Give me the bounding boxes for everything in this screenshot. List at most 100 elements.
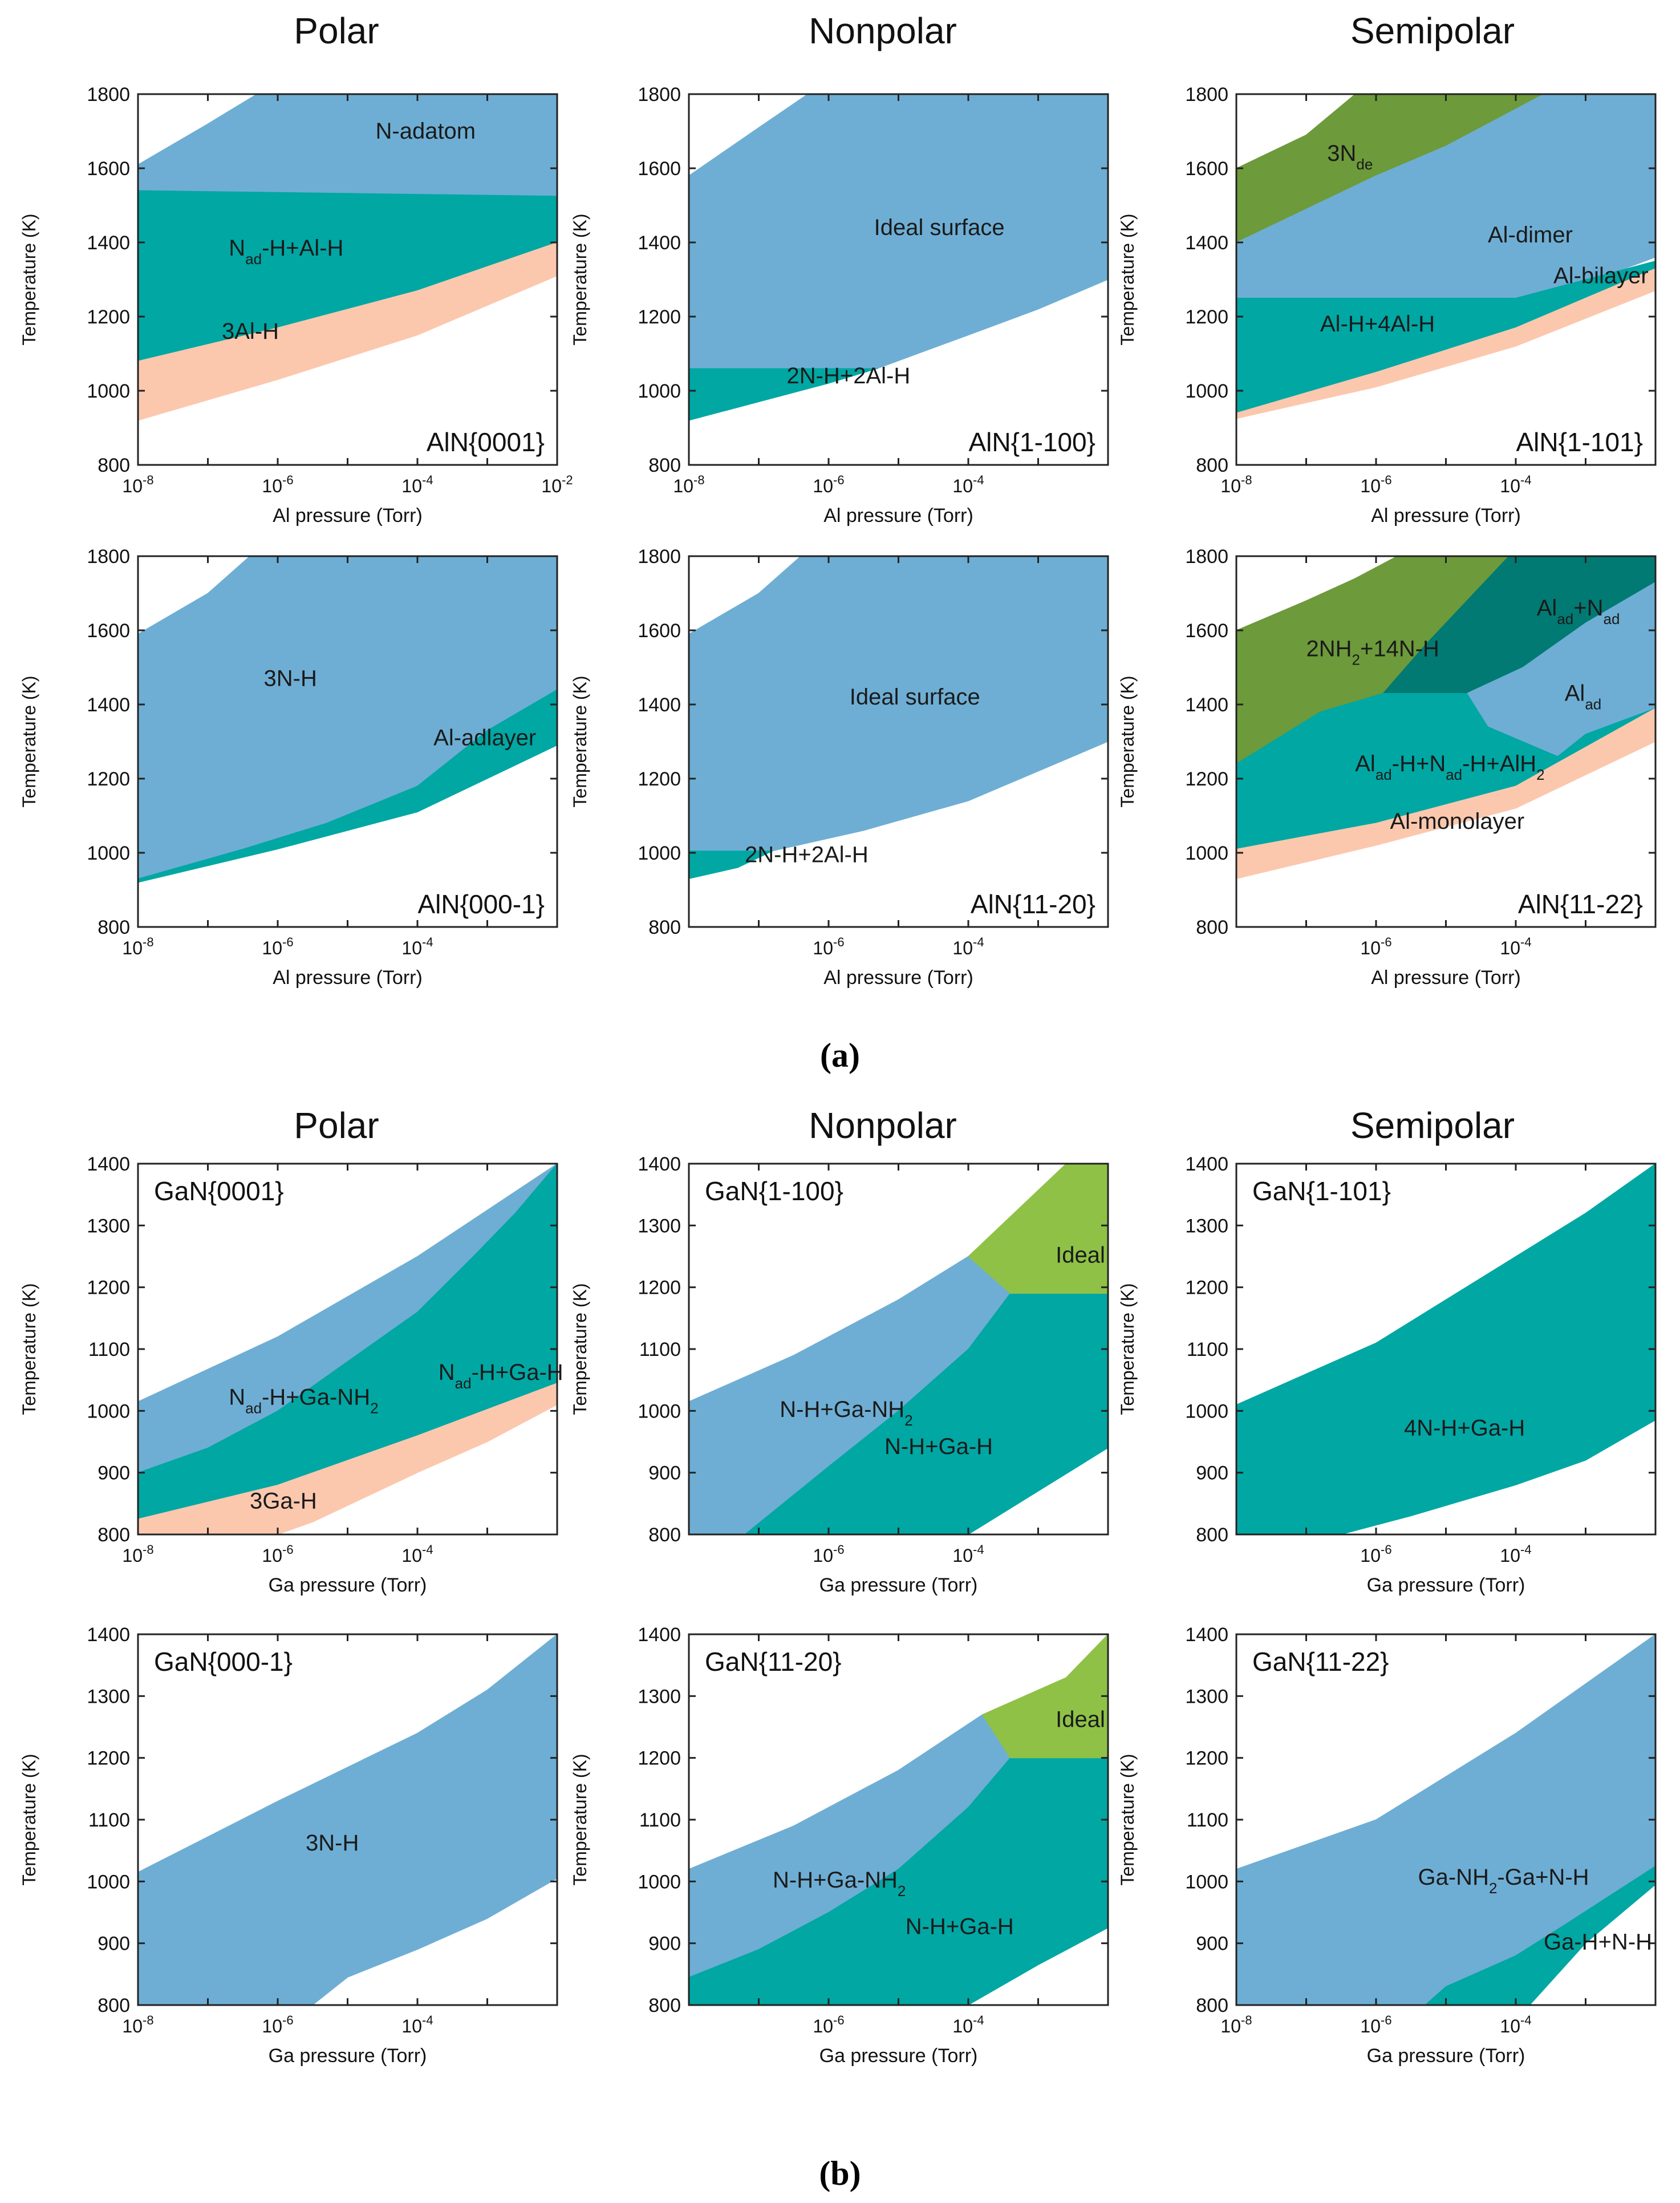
subfigure-label-b: (b) xyxy=(819,2155,861,2192)
x-tick-label: 10-6 xyxy=(1360,473,1391,496)
panel-aln-11-20: 800 1000 1200 1400 1600 1800 10-6 10-4 Al pressu… xyxy=(570,546,1109,989)
x-tick-label: 10-6 xyxy=(1360,1542,1391,1566)
y-tick-label: 1400 xyxy=(1185,1624,1228,1646)
panel-aln-0001: 800 1000 1200 1400 1600 1800 10-8 10-6 10-4 10-2 A… xyxy=(19,84,573,527)
region-label: Ideal xyxy=(1056,1707,1105,1732)
y-tick-label: 1000 xyxy=(87,843,130,864)
region-3al-h xyxy=(138,242,557,421)
y-tick-label: 1200 xyxy=(87,1748,130,1769)
panel-title: GaN{0001} xyxy=(154,1176,284,1206)
x-tick-label: 10-4 xyxy=(952,1542,984,1566)
y-axis-label: Temperature (K) xyxy=(19,675,39,807)
x-axis-label: Al pressure (Torr) xyxy=(273,967,423,989)
y-tick-label: 1400 xyxy=(638,1624,681,1646)
y-tick-label: 1400 xyxy=(87,232,130,254)
y-tick-label: 1000 xyxy=(638,1400,681,1422)
y-tick-label: 900 xyxy=(98,1933,130,1955)
y-tick-label: 1300 xyxy=(87,1686,130,1707)
region-label: Nad-H+Al-H xyxy=(229,236,343,268)
x-axis-label: Al pressure (Torr) xyxy=(273,505,423,527)
x-tick-label: 10-4 xyxy=(1500,2013,1531,2036)
region-3ga-h xyxy=(138,1383,557,1534)
region-label: 3Ga-H xyxy=(250,1489,317,1514)
y-tick-label: 1200 xyxy=(87,768,130,790)
panel-title: GaN{1-101} xyxy=(1252,1176,1391,1206)
region-label: N-H+Ga-NH2 xyxy=(780,1397,912,1429)
panel-title: GaN{000-1} xyxy=(154,1647,293,1676)
region-label: Al-H+4Al-H xyxy=(1320,311,1435,337)
y-tick-label: 900 xyxy=(648,1933,681,1955)
y-tick-label: 800 xyxy=(648,455,681,476)
x-tick-label: 10-8 xyxy=(122,473,153,496)
y-axis-label: Temperature (K) xyxy=(570,1754,590,1885)
y-tick-label: 1400 xyxy=(638,232,681,254)
panel-title: GaN{1-100} xyxy=(705,1176,843,1206)
x-tick-label: 10-8 xyxy=(673,473,704,496)
region-4n-h-ga-h xyxy=(1236,1164,1655,1534)
y-tick-label: 1800 xyxy=(638,84,681,106)
y-tick-label: 1400 xyxy=(1185,694,1228,716)
region-label: Alad xyxy=(1565,681,1602,713)
y-tick-label: 1600 xyxy=(638,158,681,180)
x-tick-label: 10-4 xyxy=(401,1542,433,1566)
region-label: N-H+Ga-H xyxy=(906,1914,1014,1939)
y-tick-label: 1400 xyxy=(1185,232,1228,254)
y-tick-label: 1600 xyxy=(1185,158,1228,180)
region-label: Al-monolayer xyxy=(1390,809,1525,834)
x-tick-label: 10-4 xyxy=(1500,473,1531,496)
plot-area xyxy=(138,1634,557,2005)
region-label: Al-dimer xyxy=(1488,222,1573,248)
region-label: Ga-NH2-Ga+N-H xyxy=(1418,1865,1589,1897)
plot-area xyxy=(1236,556,1655,880)
panel-title: AlN{11-22} xyxy=(1518,889,1643,919)
y-tick-label: 800 xyxy=(1196,1995,1228,2016)
y-tick-label: 1200 xyxy=(1185,306,1228,328)
region-label: Al-adlayer xyxy=(433,726,536,751)
panel-gan-0001: 800 900 1000 1100 1200 1300 1400 10-8 10-6 10-4 Ga… xyxy=(19,1153,563,1596)
plot-area xyxy=(1236,1634,1655,2005)
x-tick-label: 10-6 xyxy=(262,935,293,958)
col-title-b-nonpolar: Nonpolar xyxy=(809,1105,957,1146)
y-tick-label: 800 xyxy=(1196,455,1228,476)
y-tick-label: 1800 xyxy=(1185,546,1228,568)
y-tick-label: 1600 xyxy=(1185,620,1228,642)
x-tick-label: 10-6 xyxy=(1360,935,1391,958)
y-axis-label: Temperature (K) xyxy=(570,675,590,807)
x-tick-label: 10-6 xyxy=(813,473,844,496)
plot-area xyxy=(689,94,1108,421)
x-tick-label: 10-6 xyxy=(262,473,293,496)
region-label: Al-bilayer xyxy=(1553,264,1649,289)
y-tick-label: 1200 xyxy=(1185,768,1228,790)
x-tick-label: 10-6 xyxy=(262,2013,293,2036)
region-al-adlayer xyxy=(138,689,557,883)
y-tick-label: 1600 xyxy=(87,158,130,180)
x-tick-label: 10-6 xyxy=(262,1542,293,1566)
region-label: 3N-H xyxy=(264,666,317,691)
panel-title: GaN{11-20} xyxy=(705,1647,842,1676)
y-tick-label: 800 xyxy=(98,917,130,938)
x-tick-label: 10-6 xyxy=(1360,2013,1391,2036)
region-label: 2NH2+14N-H xyxy=(1306,637,1439,669)
y-axis-label: Temperature (K) xyxy=(570,1283,590,1415)
y-tick-label: 900 xyxy=(648,1463,681,1484)
plot-area xyxy=(1236,94,1655,419)
x-axis-label: Ga pressure (Torr) xyxy=(819,1574,978,1596)
x-tick-label: 10-8 xyxy=(1220,473,1252,496)
x-tick-label: 10-6 xyxy=(813,2013,844,2036)
y-tick-label: 800 xyxy=(648,917,681,938)
region-label: Nad-H+Ga-H xyxy=(439,1360,563,1392)
y-tick-label: 1300 xyxy=(87,1215,130,1237)
region-2n-h-2al-h xyxy=(689,851,773,880)
y-tick-label: 1400 xyxy=(638,694,681,716)
col-title-a-nonpolar: Nonpolar xyxy=(809,10,957,51)
region-label: N-adatom xyxy=(376,119,476,144)
x-tick-label: 10-4 xyxy=(952,473,984,496)
y-tick-label: 1200 xyxy=(87,1277,130,1299)
col-title-b-semipolar: Semipolar xyxy=(1350,1105,1515,1146)
y-tick-label: 1400 xyxy=(1185,1153,1228,1175)
y-axis-label: Temperature (K) xyxy=(19,1283,39,1415)
y-tick-label: 1300 xyxy=(1185,1215,1228,1237)
panel-title: AlN{1-101} xyxy=(1516,427,1644,457)
x-axis-label: Al pressure (Torr) xyxy=(1371,967,1521,989)
panel-aln-1-100: 800 1000 1200 1400 1600 1800 10-8 10-6 10-4 Al pr… xyxy=(570,84,1109,527)
